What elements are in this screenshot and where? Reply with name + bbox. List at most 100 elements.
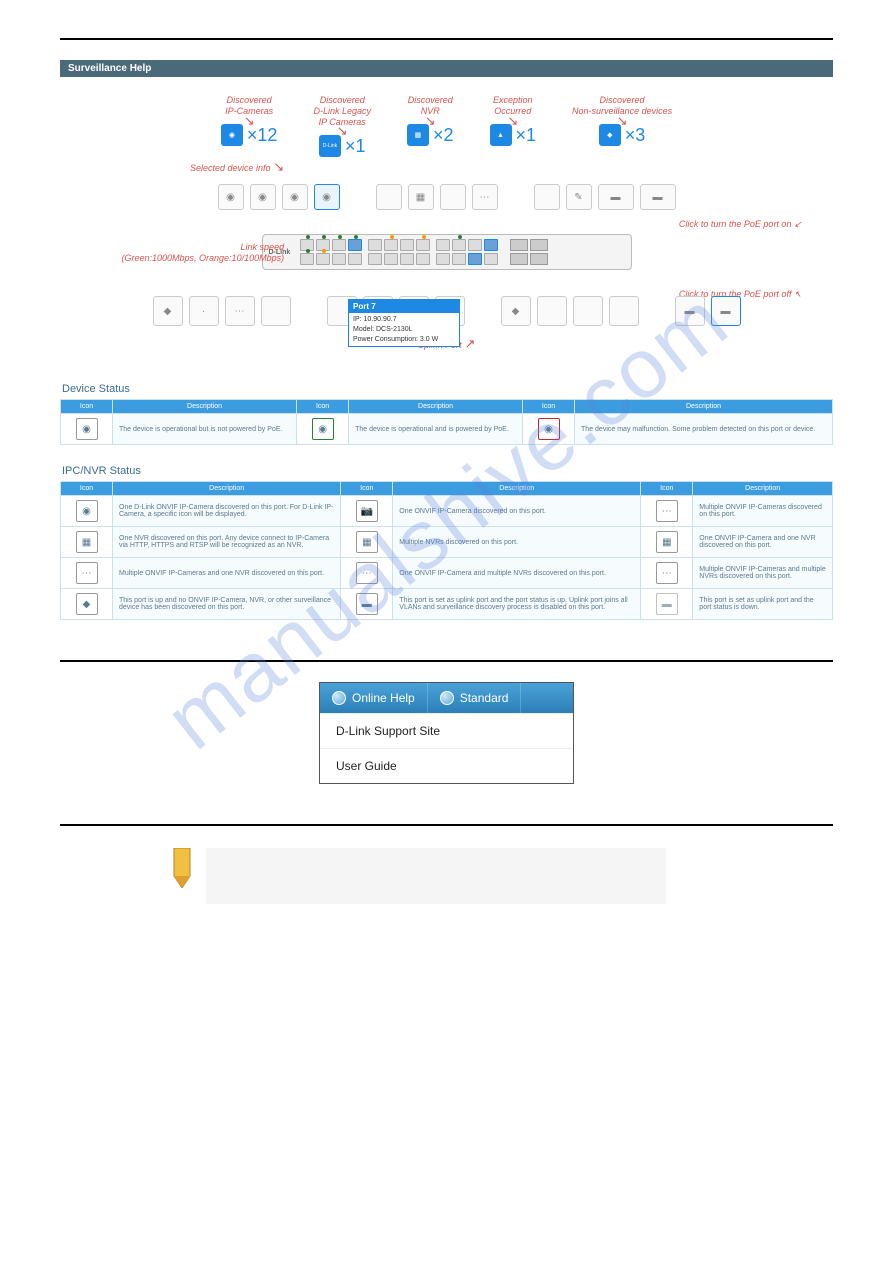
empty-slot[interactable]	[609, 296, 639, 326]
arrow-icon: ↘	[507, 117, 518, 125]
legacy-count: ×1	[345, 136, 366, 157]
empty-slot[interactable]	[534, 184, 560, 210]
support-site-item[interactable]: D-Link Support Site	[320, 713, 573, 748]
arrow-icon: ↘	[273, 159, 284, 174]
standard-tab[interactable]: Standard	[428, 683, 522, 713]
mid-rule	[60, 660, 833, 662]
camera-slot-selected[interactable]: ◉	[314, 184, 340, 210]
tab-label: Standard	[460, 691, 509, 705]
switch-port[interactable]	[400, 253, 414, 265]
empty-slot[interactable]	[261, 296, 291, 326]
desc-cell: One NVR discovered on this port. Any dev…	[113, 527, 341, 558]
col-desc: Description	[113, 400, 297, 414]
device-slot[interactable]: ▬	[640, 184, 676, 210]
tooltip-title: Port 7	[349, 300, 459, 313]
switch-port[interactable]	[332, 253, 346, 265]
col-desc: Description	[693, 482, 833, 496]
switch-port[interactable]	[452, 253, 466, 265]
other-device-icon: ◆	[599, 124, 621, 146]
surveillance-help-header: Surveillance Help	[60, 60, 833, 77]
empty-slot[interactable]	[573, 296, 603, 326]
arrow-icon: ↗	[464, 336, 475, 351]
globe-icon	[332, 691, 346, 705]
device-icon: ◉	[76, 418, 98, 440]
device-slot[interactable]: ·	[189, 296, 219, 326]
camera-slot[interactable]: ◉	[282, 184, 308, 210]
camera-slot[interactable]: ◉	[218, 184, 244, 210]
col-desc: Description	[113, 482, 341, 496]
col-icon: Icon	[61, 400, 113, 414]
switch-panel: D-Link	[262, 234, 632, 270]
col-icon: Icon	[61, 482, 113, 496]
desc-cell: The device may malfunction. Some problem…	[575, 414, 833, 445]
camera-slot[interactable]: ◉	[250, 184, 276, 210]
device-slot[interactable]: ◆	[501, 296, 531, 326]
camera-icon: ◉	[221, 124, 243, 146]
col-icon: Icon	[341, 482, 393, 496]
empty-slot[interactable]	[376, 184, 402, 210]
switch-port[interactable]	[416, 253, 430, 265]
desc-cell: This port is set as uplink port and the …	[693, 589, 833, 620]
nvr-count: ×2	[433, 125, 454, 146]
mixed-icon: ▦	[656, 531, 678, 553]
switch-port[interactable]	[300, 253, 314, 265]
other-count: ×3	[625, 125, 646, 146]
multi-camera-icon: ⋯	[656, 500, 678, 522]
arrow-icon: ↘	[617, 117, 628, 125]
arrow-icon: ↘	[244, 117, 255, 125]
switch-port[interactable]	[348, 253, 362, 265]
device-slot[interactable]: ◆	[153, 296, 183, 326]
desc-cell: The device is operational but is not pow…	[113, 414, 297, 445]
device-icon-warn: ◉	[538, 418, 560, 440]
device-slot[interactable]: ▬	[675, 296, 705, 326]
switch-port[interactable]	[484, 253, 498, 265]
note-box	[206, 848, 666, 904]
desc-cell: Multiple ONVIF IP-Cameras and multiple N…	[693, 558, 833, 589]
desc-cell: Multiple ONVIF IP-Cameras and one NVR di…	[113, 558, 341, 589]
switch-port-on[interactable]	[468, 253, 482, 265]
annotation-selected: Selected device info	[190, 163, 271, 173]
user-guide-item[interactable]: User Guide	[320, 748, 573, 783]
switch-port[interactable]	[316, 253, 330, 265]
diagram-area: DiscoveredIP-Cameras ↘ ◉ ×12 DiscoveredD…	[60, 77, 833, 363]
switch-port[interactable]	[384, 253, 398, 265]
sfp-port[interactable]	[530, 253, 548, 265]
exception-count: ×1	[516, 125, 537, 146]
uplink-down-icon: ▬	[656, 593, 678, 615]
nvr-icon: ▦	[76, 531, 98, 553]
note-row	[170, 848, 833, 904]
device-slot[interactable]: ▬	[598, 184, 634, 210]
device-status-title: Device Status	[62, 383, 833, 395]
desc-cell: The device is operational and is powered…	[349, 414, 523, 445]
camera-icon: 📷	[356, 500, 378, 522]
device-slot[interactable]: ⋯	[472, 184, 498, 210]
camera-icon: ◉	[76, 500, 98, 522]
device-slot[interactable]: ✎	[566, 184, 592, 210]
switch-port[interactable]	[436, 253, 450, 265]
switch-port[interactable]	[368, 253, 382, 265]
desc-cell: This port is up and no ONVIF IP-Camera, …	[113, 589, 341, 620]
pencil-icon	[170, 848, 194, 888]
uplink-slot[interactable]: ▬	[711, 296, 741, 326]
desc-cell: Multiple ONVIF IP-Cameras discovered on …	[693, 496, 833, 527]
other-icon: ◆	[76, 593, 98, 615]
sfp-port[interactable]	[510, 253, 528, 265]
desc-cell: One D-Link ONVIF IP-Camera discovered on…	[113, 496, 341, 527]
col-icon: Icon	[641, 482, 693, 496]
warning-icon: ▲	[490, 124, 512, 146]
ip-cam-count: ×12	[247, 125, 278, 146]
mixed-icon: ⋯	[76, 562, 98, 584]
empty-slot[interactable]	[440, 184, 466, 210]
tooltip-ip: IP: 10.90.90.7	[353, 315, 455, 325]
multi-nvr-icon: ▦	[356, 531, 378, 553]
online-help-tab[interactable]: Online Help	[320, 683, 428, 713]
device-slot[interactable]: ⋯	[225, 296, 255, 326]
sfp-port[interactable]	[530, 239, 548, 251]
desc-cell: This port is set as uplink port and the …	[393, 589, 641, 620]
sfp-port[interactable]	[510, 239, 528, 251]
col-desc: Description	[349, 400, 523, 414]
globe-icon	[440, 691, 454, 705]
nvr-slot[interactable]: ▦	[408, 184, 434, 210]
arrow-icon: ↘	[425, 117, 436, 125]
empty-slot[interactable]	[537, 296, 567, 326]
